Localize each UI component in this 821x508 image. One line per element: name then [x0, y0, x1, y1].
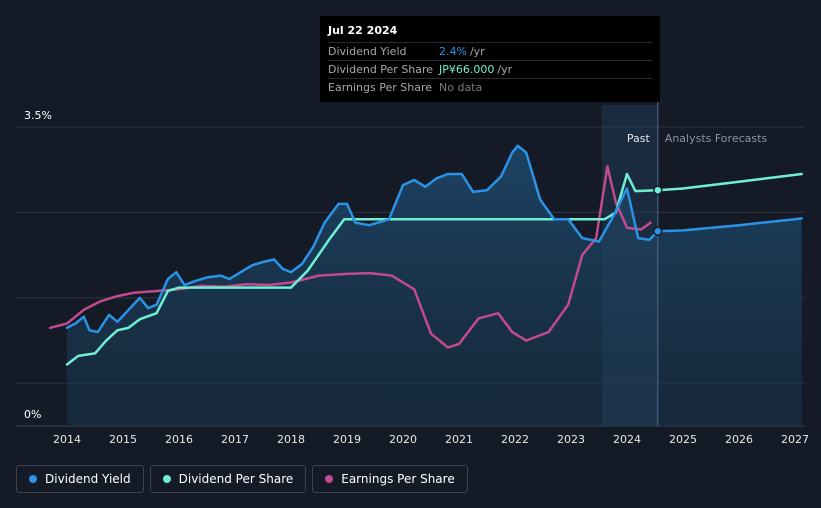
x-tick-label: 2014 — [53, 433, 81, 446]
tooltip-label: Earnings Per Share — [328, 81, 433, 94]
dividend-per-share-line — [65, 172, 803, 366]
legend-dot-icon — [325, 475, 334, 483]
past-label: Past — [627, 132, 651, 145]
tooltip-unit: /yr — [469, 45, 485, 58]
dividend-yield-marker — [653, 226, 663, 236]
tooltip: Jul 22 2024 Dividend Yield 2.4% /yr Divi… — [320, 16, 660, 102]
x-tick-label: 2020 — [389, 433, 417, 446]
tooltip-label: Dividend Per Share — [328, 63, 434, 76]
legend-item-dividend-yield[interactable]: Dividend Yield — [16, 465, 144, 493]
legend: Dividend Yield Dividend Per Share Earnin… — [16, 465, 468, 493]
x-tick-label: 2024 — [613, 433, 641, 446]
earnings-per-share-line — [48, 165, 652, 349]
x-tick-label: 2016 — [165, 433, 193, 446]
legend-dot-icon — [162, 475, 171, 483]
dividend-yield-area — [67, 145, 802, 426]
dividend-per-share-marker — [653, 185, 663, 195]
x-tick-label: 2018 — [277, 433, 305, 446]
x-tick-label: 2025 — [669, 433, 697, 446]
tooltip-row-earnings-per-share: Earnings Per Share No data — [328, 78, 652, 96]
y-axis-min-label: 0% — [24, 408, 41, 421]
legend-dot-icon — [29, 475, 37, 483]
tooltip-value: No data — [439, 81, 483, 94]
x-tick-label: 2023 — [557, 433, 585, 446]
tooltip-row-dividend-yield: Dividend Yield 2.4% /yr — [328, 42, 652, 60]
legend-label: Dividend Yield — [45, 472, 131, 486]
tooltip-value: JP¥66.000 — [439, 63, 495, 76]
chart: 3.5% 0% 2014 2015 2016 2017 2018 2019 2020 2021 20… — [16, 101, 809, 446]
legend-label: Dividend Per Share — [178, 472, 294, 486]
legend-item-dividend-per-share[interactable]: Dividend Per Share — [149, 465, 307, 493]
tooltip-value: 2.4% — [439, 45, 467, 58]
x-tick-label: 2019 — [333, 433, 361, 446]
x-tick-label: 2017 — [221, 433, 249, 446]
x-tick-label: 2027 — [781, 433, 809, 446]
dividend-yield-line — [65, 144, 803, 334]
forecast-label: Analysts Forecasts — [665, 132, 768, 145]
past-shade-band — [601, 105, 658, 426]
tooltip-unit: /yr — [497, 63, 513, 76]
x-tick-label: 2022 — [501, 433, 529, 446]
x-tick-label: 2026 — [725, 433, 753, 446]
legend-item-earnings-per-share[interactable]: Earnings Per Share — [312, 465, 468, 493]
tooltip-date: Jul 22 2024 — [328, 24, 398, 37]
tooltip-label: Dividend Yield — [328, 45, 407, 58]
x-tick-label: 2015 — [109, 433, 137, 446]
legend-label: Earnings Per Share — [341, 472, 455, 486]
y-axis-max-label: 3.5% — [24, 109, 52, 122]
x-tick-label: 2021 — [445, 433, 473, 446]
tooltip-row-dividend-per-share: Dividend Per Share JP¥66.000 /yr — [328, 60, 652, 78]
